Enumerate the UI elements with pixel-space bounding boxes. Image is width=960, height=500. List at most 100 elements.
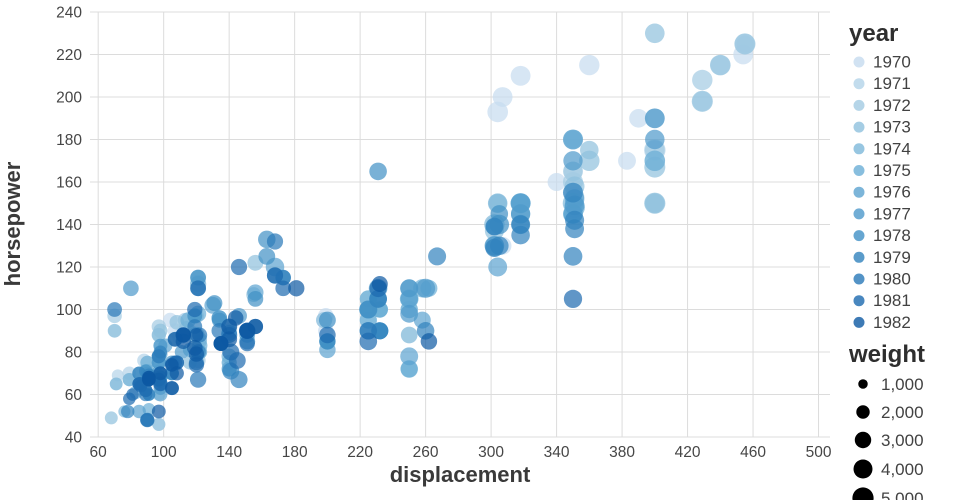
data-point (400, 304, 419, 323)
data-point (164, 381, 179, 396)
data-point (138, 383, 153, 398)
data-point (618, 151, 636, 170)
weight-legend-swatch (854, 431, 872, 449)
data-point (563, 247, 583, 266)
data-point (629, 108, 648, 128)
year-legend-label: 1978 (873, 226, 911, 245)
year-legend-swatch (853, 143, 865, 155)
data-point (123, 280, 139, 297)
y-tick-label: 60 (65, 387, 83, 404)
data-point (420, 333, 438, 350)
year-legend-swatch (853, 121, 865, 133)
x-tick-label: 100 (151, 444, 177, 461)
data-point (644, 192, 666, 214)
data-point (319, 326, 336, 344)
data-point (565, 219, 585, 239)
x-tick-label: 260 (413, 444, 439, 461)
y-tick-label: 200 (56, 90, 82, 107)
year-legend-swatch (853, 78, 865, 90)
data-point (563, 129, 583, 150)
year-legend-label: 1981 (873, 291, 911, 310)
data-point (547, 172, 566, 192)
data-point (121, 404, 135, 419)
year-legend-swatch (853, 186, 865, 198)
y-tick-label: 220 (56, 47, 82, 64)
data-point (400, 326, 418, 344)
data-point (488, 257, 508, 277)
data-point (485, 217, 504, 236)
year-legend-swatch (853, 165, 865, 176)
data-point (230, 258, 248, 276)
y-tick-label: 140 (56, 217, 82, 234)
data-point (645, 129, 665, 150)
x-tick-label: 300 (478, 444, 504, 461)
data-point (563, 182, 583, 203)
data-point (152, 417, 166, 431)
data-point (400, 279, 419, 298)
year-legend-swatch (853, 295, 865, 307)
y-axis-tick-labels: 40 60 80 100 120 140 160 180 200 220 240 (56, 5, 82, 447)
x-tick-label: 340 (544, 444, 570, 461)
data-point (140, 413, 155, 427)
year-legend-swatch (853, 273, 865, 285)
year-legend-label: 1970 (873, 53, 911, 72)
year-legend-title: year (849, 20, 898, 47)
data-point (206, 295, 223, 312)
y-tick-label: 160 (56, 175, 82, 192)
data-point (151, 404, 166, 419)
data-point (644, 23, 665, 44)
gridlines (90, 11, 830, 438)
data-point (187, 301, 203, 318)
data-point (153, 376, 168, 392)
data-point (691, 90, 713, 112)
data-point (318, 311, 336, 329)
data-point (369, 162, 387, 181)
data-point (400, 347, 419, 366)
data-point (189, 371, 207, 388)
y-tick-label: 120 (56, 260, 82, 277)
year-legend-label: 1972 (873, 96, 911, 115)
data-point (239, 335, 255, 352)
data-point (239, 322, 256, 339)
data-point (107, 323, 122, 338)
x-tick-label: 180 (282, 444, 308, 461)
data-point (416, 278, 436, 298)
weight-legend-label: 1,000 (881, 375, 924, 394)
data-point (153, 366, 168, 381)
year-legend-swatch (853, 251, 865, 263)
data-point (510, 65, 531, 86)
data-point (167, 331, 183, 347)
year-legend-swatch (853, 56, 865, 68)
year-legend-label: 1982 (873, 313, 911, 332)
year-legend-label: 1980 (873, 270, 911, 289)
y-tick-label: 80 (65, 345, 83, 362)
data-point (188, 357, 205, 373)
x-tick-label: 420 (675, 444, 701, 461)
data-point (104, 411, 118, 425)
data-point (126, 388, 139, 401)
data-point (213, 336, 229, 351)
data-point (644, 150, 666, 172)
data-point (186, 339, 203, 356)
data-point (109, 377, 123, 391)
data-point (579, 150, 600, 172)
data-point (227, 310, 244, 326)
data-point (734, 33, 756, 55)
year-legend-label: 1974 (873, 139, 911, 158)
year-legend-swatch (853, 99, 865, 111)
data-points-layer (104, 23, 756, 431)
year-legend-swatch (853, 208, 865, 220)
x-tick-label: 60 (90, 444, 108, 461)
data-point (153, 323, 168, 338)
year-legend-label: 1975 (873, 161, 911, 180)
data-point (142, 372, 156, 387)
data-point (228, 352, 246, 369)
y-tick-label: 240 (56, 5, 82, 22)
x-tick-label: 380 (609, 444, 635, 461)
data-point (190, 280, 207, 297)
y-tick-label: 180 (56, 132, 82, 149)
y-tick-label: 40 (65, 430, 83, 447)
weight-legend-swatch (856, 405, 870, 419)
data-point (692, 69, 713, 91)
data-point (563, 289, 583, 309)
